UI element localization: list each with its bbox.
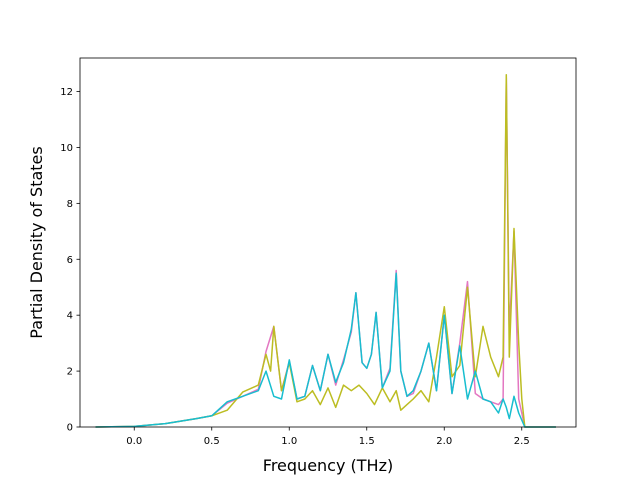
y-tick-label: 8 [67, 199, 73, 210]
x-tick-label: 1.0 [281, 436, 297, 447]
y-tick-label: 6 [67, 255, 73, 266]
axes-layer: 0.0 0.5 1.0 1.5 2.0 2.5 0 2 4 6 8 10 12 [60, 57, 577, 447]
y-tick-label: 10 [60, 143, 73, 154]
plot-frame [79, 57, 577, 428]
y-axis-label: Partial Density of States [27, 146, 46, 338]
x-tick-label: 0.0 [126, 436, 142, 447]
x-tick-label: 1.5 [359, 436, 375, 447]
x-tick-label: 0.5 [204, 436, 220, 447]
x-axis-label: Frequency (THz) [263, 456, 393, 475]
x-tick-label: 2.5 [514, 436, 530, 447]
x-tick-label: 2.0 [436, 436, 452, 447]
series-layer [95, 74, 556, 428]
y-tick-label: 2 [67, 367, 73, 378]
y-tick-label: 0 [67, 423, 73, 434]
y-tick-label: 12 [60, 87, 73, 98]
series-line-3 [95, 272, 556, 428]
y-tick-label: 4 [67, 311, 73, 322]
